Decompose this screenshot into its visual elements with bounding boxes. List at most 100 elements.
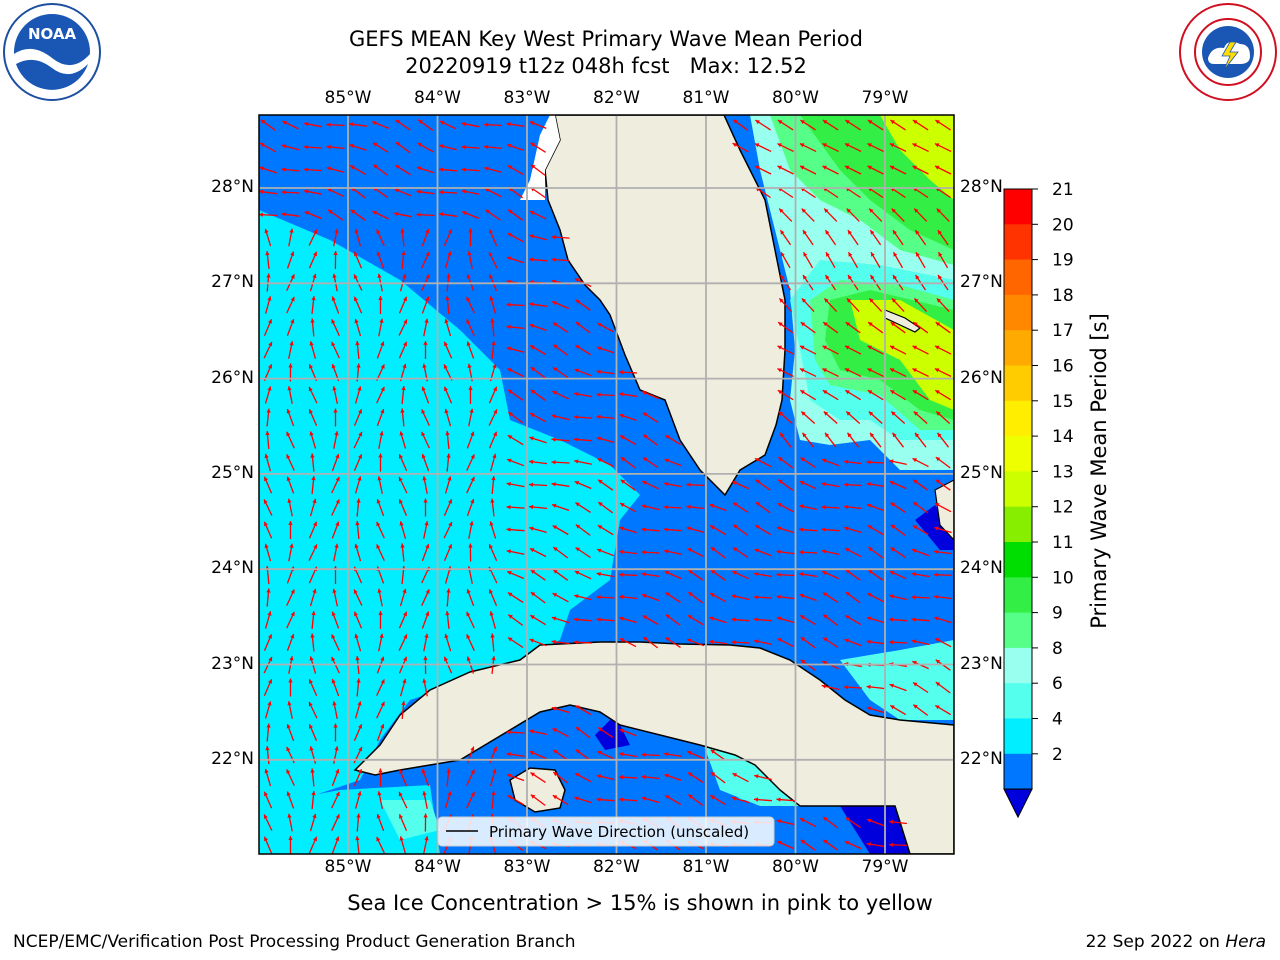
wave-arrow-head (552, 795, 558, 800)
wave-arrow-head (936, 298, 942, 303)
wave-arrow-head (380, 364, 385, 369)
lat-tick-label: 22°N (211, 748, 254, 769)
wave-arrow-head (489, 544, 493, 549)
chart-title: GEFS MEAN Key West Primary Wave Mean Per… (349, 27, 863, 51)
wave-arrow-head (800, 659, 806, 664)
wave-arrow-head (403, 611, 407, 617)
wave-arrow-head (822, 390, 828, 395)
wave-arrow-head (422, 476, 427, 481)
wave-arrow-head (868, 411, 874, 416)
wave-arrow-head (268, 679, 272, 684)
wave-arrow-head (845, 615, 850, 620)
land-west-coast-shadow (520, 115, 560, 200)
wave-arrow-head (288, 836, 293, 840)
wave-arrow-head (309, 341, 314, 346)
lat-tick-label: 26°N (211, 367, 254, 388)
wave-arrow-head (935, 457, 941, 462)
colorbar-tick-label: 8 (1052, 639, 1063, 659)
wave-arrow-head (551, 460, 556, 465)
wave-arrow-head (264, 521, 268, 527)
wave-arrow-head (399, 836, 404, 841)
wave-arrow-head (399, 521, 404, 526)
wave-arrow-head (290, 589, 295, 594)
wave-arrow-head (466, 611, 471, 617)
wave-arrow-head (354, 543, 359, 549)
colorbar-tick-label: 15 (1052, 392, 1074, 412)
wave-arrow-head (529, 638, 534, 643)
wave-arrow-head (507, 165, 513, 170)
wave-arrow-head (268, 656, 273, 662)
wave-arrow-head (444, 408, 449, 414)
lat-tick-label: 28°N (211, 177, 254, 197)
wave-arrow-head (287, 701, 292, 706)
wave-arrow-head (552, 525, 558, 530)
wave-arrow-head (709, 503, 714, 508)
wave-arrow-head (687, 548, 692, 553)
wave-arrow-head (822, 571, 827, 575)
wave-arrow-head (912, 548, 917, 553)
wave-arrow-head (890, 345, 895, 350)
wave-arrow-head (290, 296, 295, 302)
colorbar-tick-label: 10 (1052, 568, 1074, 588)
wave-arrow-head (780, 230, 785, 235)
wave-arrow-head (934, 368, 940, 373)
wave-arrow-head (846, 298, 852, 303)
wave-arrow-head (264, 453, 269, 459)
wave-arrow-head (575, 727, 581, 732)
wave-arrow-head (372, 121, 377, 126)
footer-date: 22 Sep 2022 on Hera (1086, 932, 1266, 952)
colorbar-swatch (1004, 471, 1032, 508)
wave-arrow-head (823, 839, 828, 844)
wave-arrow-head (335, 814, 340, 819)
wave-arrow-head (380, 679, 385, 684)
wave-arrow-head (844, 526, 849, 531)
wave-arrow-head (421, 454, 426, 459)
wave-arrow-head (733, 502, 738, 507)
wave-arrow-head (754, 639, 759, 644)
wave-arrow-head (891, 411, 896, 416)
wave-arrow-head (776, 572, 781, 577)
wave-arrow-head (935, 503, 940, 508)
wave-arrow-head (444, 341, 448, 347)
wave-arrow-head (506, 549, 511, 554)
wave-arrow-head (596, 774, 602, 779)
wave-arrow-head (935, 682, 941, 687)
wave-arrow-head (641, 504, 647, 509)
wave-arrow-head (731, 796, 737, 801)
wave-arrow-head (911, 595, 916, 600)
wave-arrow-head (574, 640, 579, 645)
wave-arrow-head (507, 143, 512, 148)
wave-arrow-head (754, 572, 759, 577)
wave-arrow-head (335, 791, 340, 797)
land-andros (934, 479, 954, 541)
lon-tick-label: 81°W (682, 88, 730, 108)
wave-arrow-head (402, 273, 407, 279)
wave-arrow-head (461, 121, 466, 127)
wave-arrow-head (263, 499, 268, 504)
wave-arrow-head (799, 527, 804, 532)
wave-arrow-head (664, 752, 669, 757)
wave-arrow-head (803, 275, 807, 280)
wave-arrow-head (379, 633, 384, 638)
wave-arrow-head (911, 572, 916, 577)
wave-arrow-head (889, 571, 895, 575)
colorbar-tick-label: 12 (1052, 498, 1074, 518)
wave-arrow-head (889, 842, 894, 847)
wave-arrow-head (349, 122, 354, 127)
wave-arrow-head (551, 414, 557, 419)
wave-arrow-head (287, 498, 292, 503)
wave-arrow-head (778, 457, 783, 462)
wave-arrow-head (889, 617, 894, 622)
wave-arrow-head (821, 482, 826, 487)
lon-tick-label: 84°W (414, 88, 461, 108)
wave-arrow-head (313, 251, 317, 257)
wave-arrow-head (912, 345, 917, 350)
wave-arrow-head (313, 544, 318, 549)
wave-arrow-head (799, 504, 804, 509)
wave-arrow-head (444, 318, 449, 324)
wave-arrow-head (754, 595, 759, 600)
wave-arrow-head (848, 275, 852, 280)
colorbar-swatch (1004, 365, 1032, 402)
colorbar-swatch (1004, 294, 1032, 331)
lon-tick-label: 84°W (414, 857, 461, 877)
